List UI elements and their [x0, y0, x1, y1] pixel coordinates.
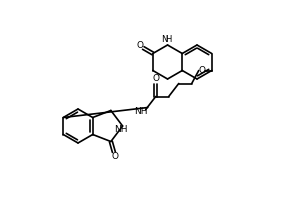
Text: NH: NH — [134, 107, 148, 116]
Text: NH: NH — [114, 126, 127, 135]
Text: H: H — [165, 36, 172, 45]
Text: N: N — [161, 36, 168, 45]
Text: O: O — [152, 74, 159, 83]
Text: O: O — [136, 42, 143, 50]
Text: O: O — [112, 152, 118, 161]
Text: O: O — [198, 66, 205, 75]
